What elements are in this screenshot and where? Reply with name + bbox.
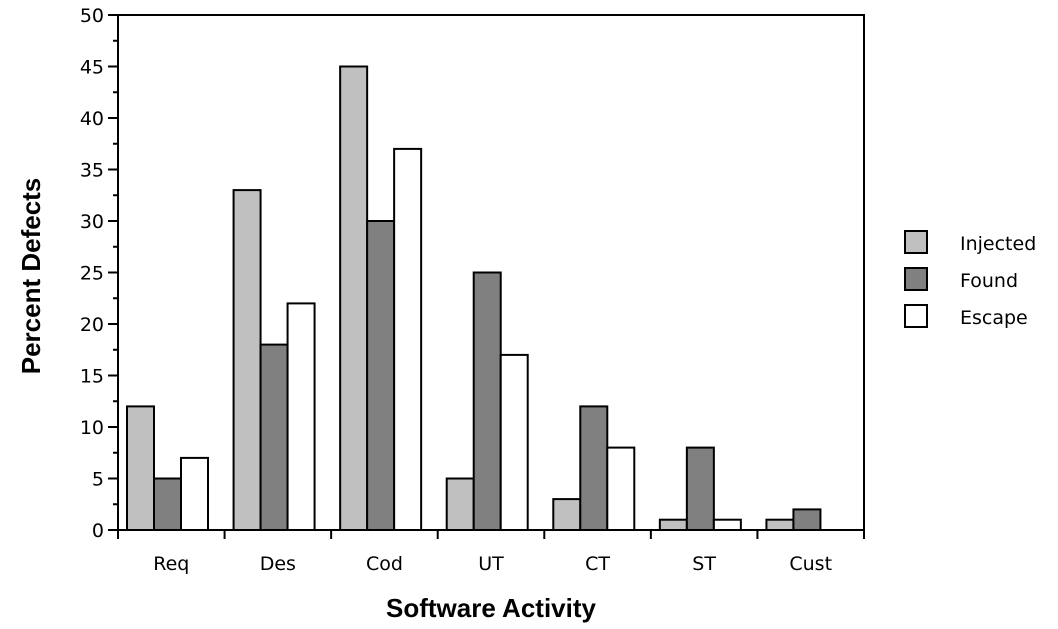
y-tick-label: 35 bbox=[80, 160, 104, 182]
bar-found-ut bbox=[472, 271, 502, 531]
y-tick-label: 25 bbox=[80, 263, 104, 285]
bar-injected-ct bbox=[552, 498, 582, 532]
bar-injected-cod bbox=[339, 65, 369, 531]
bar-found-st bbox=[685, 446, 715, 532]
bar-found-req bbox=[153, 477, 182, 531]
y-tick-label: 40 bbox=[80, 108, 104, 130]
legend-label-found: Found bbox=[960, 270, 1018, 292]
legend-label-injected: Injected bbox=[960, 233, 1036, 255]
bar-escape-st bbox=[712, 518, 742, 532]
bar-found-des bbox=[259, 343, 289, 531]
bar-found-cod bbox=[366, 220, 396, 531]
bar-found-cust bbox=[792, 508, 822, 531]
x-tick-label: UT bbox=[478, 553, 504, 575]
y-tick-label: 10 bbox=[80, 417, 104, 439]
y-axis-title-group: Percent Defects bbox=[16, 178, 46, 375]
axes-group: 0 5 10 15 20 25 30 35 40 45 50 Req Des Cod UT CT ST Cust bbox=[80, 5, 865, 575]
bar-injected-des bbox=[232, 189, 262, 531]
legend: Injected Found Escape bbox=[904, 230, 1036, 329]
x-tick-label: Req bbox=[153, 553, 189, 575]
bar-injected-ut bbox=[445, 477, 475, 531]
bar-injected-cust bbox=[765, 518, 795, 532]
bar-injected-req bbox=[126, 405, 155, 531]
y-tick-label: 0 bbox=[92, 520, 104, 542]
y-tick-label: 45 bbox=[80, 57, 104, 79]
bar-escape-ct bbox=[606, 446, 636, 532]
bar-escape-req bbox=[180, 456, 209, 531]
bar-escape-ut bbox=[499, 353, 529, 531]
x-tick-label: Cod bbox=[366, 553, 403, 575]
legend-swatch-escape bbox=[904, 304, 928, 328]
legend-label-escape: Escape bbox=[960, 307, 1028, 329]
bars-group bbox=[126, 65, 822, 532]
bar-found-ct bbox=[579, 405, 609, 531]
y-tick-label: 15 bbox=[80, 366, 104, 388]
x-axis-title: Software Activity bbox=[386, 593, 597, 623]
y-tick-label: 5 bbox=[92, 469, 104, 491]
x-tick-label: CT bbox=[585, 553, 610, 575]
y-tick-label: 30 bbox=[80, 211, 104, 233]
bar-escape-des bbox=[286, 302, 316, 531]
bar-injected-st bbox=[658, 518, 688, 532]
y-tick-label: 50 bbox=[80, 5, 104, 27]
x-tick-label: Cust bbox=[789, 553, 832, 575]
legend-swatch-injected bbox=[904, 230, 928, 254]
legend-swatch-found bbox=[904, 267, 928, 291]
y-axis-title: Percent Defects bbox=[16, 178, 46, 375]
bar-escape-cod bbox=[393, 147, 423, 531]
x-tick-label: Des bbox=[260, 553, 296, 575]
y-tick-label: 20 bbox=[80, 314, 104, 336]
x-tick-label: ST bbox=[692, 553, 716, 575]
